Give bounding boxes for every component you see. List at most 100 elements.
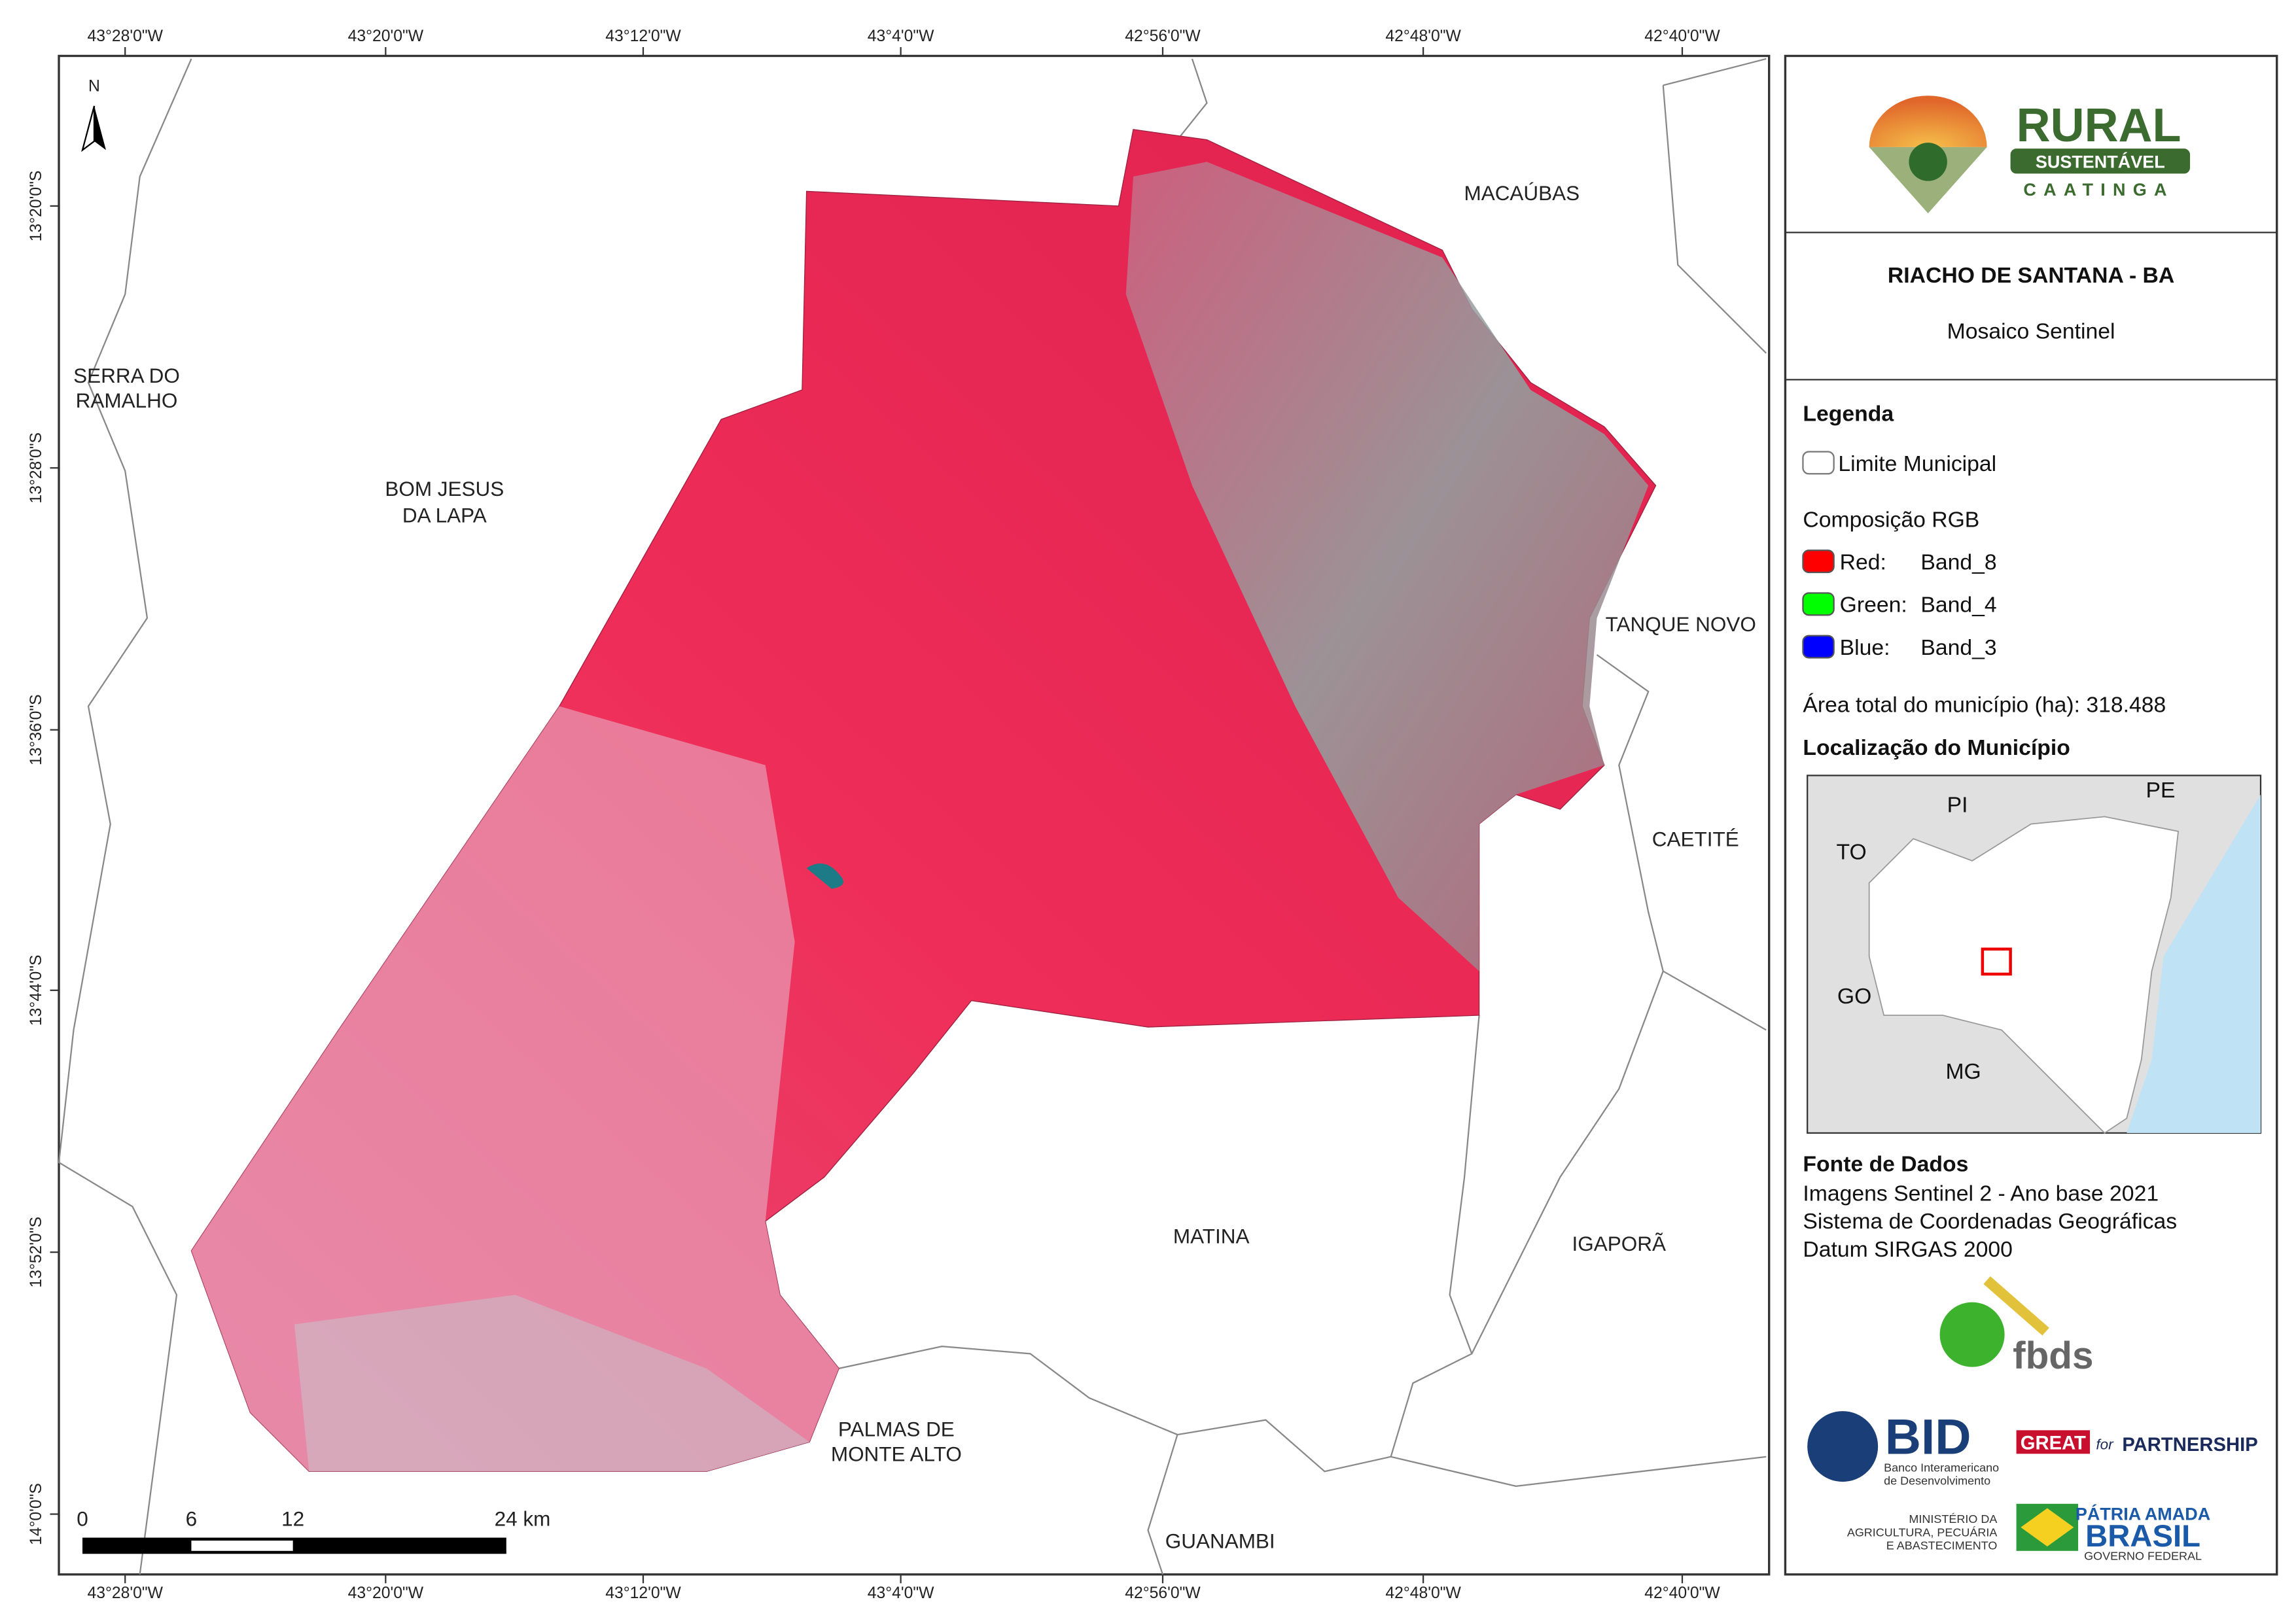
place-label: MATINA: [1173, 1225, 1250, 1248]
place-label: DA LAPA: [402, 504, 487, 527]
graticule-label: 43°12'0"W: [605, 1584, 681, 1602]
place-labels: MACAÚBAS SERRA DO RAMALHO BOM JESUS DA L…: [73, 181, 1756, 1552]
scale-segment: [82, 1537, 506, 1554]
graticule-label: 43°20'0"W: [348, 1584, 424, 1602]
graticule-label: 43°12'0"W: [605, 27, 681, 45]
graticule-label: 13°44'0"S: [27, 954, 45, 1026]
logo-text: for: [2096, 1437, 2114, 1453]
place-label: TANQUE NOVO: [1606, 612, 1756, 636]
side-panel: RURAL SUSTENTÁVEL CAATINGA RIACHO DE SAN…: [1784, 54, 2278, 1576]
hills-texture: [1125, 162, 1649, 971]
place-label: MACAÚBAS: [1464, 181, 1580, 205]
place-label: GUANAMBI: [1165, 1529, 1275, 1552]
graticule-labels: 43°28'0"W 43°20'0"W 43°12'0"W 43°4'0"W 42°56…: [27, 27, 1720, 1602]
legend-swatch: [1802, 550, 1835, 574]
graticule-label: 43°4'0"W: [868, 27, 934, 45]
north-arrow-left: [81, 105, 96, 152]
location-title: Localização do Município: [1803, 735, 2070, 760]
logo-text: CAATINGA: [2023, 180, 2174, 200]
fbds-logo: fbds: [1939, 1276, 2094, 1377]
place-label: RAMALHO: [76, 389, 178, 412]
source-line: Sistema de Coordenadas Geográficas: [1803, 1209, 2177, 1234]
scale-label: 0: [77, 1507, 88, 1531]
place-label: MONTE ALTO: [831, 1442, 962, 1466]
legend-swatch: [1802, 451, 1835, 475]
boundary: [58, 58, 192, 1575]
graticule-label: 42°48'0"W: [1385, 27, 1461, 45]
inset-label: PI: [1947, 793, 1968, 818]
logo-text: MINISTÉRIO DA: [1909, 1512, 1997, 1526]
legend-label: Band_4: [1920, 593, 1996, 618]
partner-logos: BID Banco Interamericano de Desenvolvime…: [1807, 1409, 2258, 1562]
inset-label: MG: [1945, 1059, 1981, 1084]
graticule-label: 14°0'0"S: [27, 1483, 45, 1545]
logo-tree: [1909, 143, 1947, 181]
logo-text: BID: [1885, 1409, 1971, 1465]
inset-map: PI PE TO GO MG: [1807, 775, 2262, 1134]
logo-text: BRASIL: [2085, 1519, 2200, 1554]
scale-segment: [191, 1541, 293, 1551]
boundary: [1176, 58, 1208, 141]
rural-logo: RURAL SUSTENTÁVEL CAATINGA: [1869, 96, 2191, 214]
place-label: BOM JESUS: [385, 477, 504, 500]
great-box: [2016, 1430, 2091, 1454]
legend-label: Blue:: [1840, 635, 1890, 660]
logo-sun: [1869, 96, 1987, 147]
place-label: CAETITÉ: [1652, 827, 1739, 850]
legend-label: Band_8: [1920, 550, 1996, 574]
graticule-label: 13°36'0"S: [27, 694, 45, 765]
logo-text: fbds: [2013, 1335, 2093, 1377]
boundary: [1596, 58, 1767, 1031]
scale-label: 24 km: [495, 1507, 551, 1531]
graticule-label: 13°20'0"S: [27, 171, 45, 242]
legend-swatch: [1802, 592, 1835, 616]
graticule-label: 42°40'0"W: [1644, 27, 1720, 45]
logo-text: RURAL: [2017, 99, 2181, 152]
legend-title: Legenda: [1803, 401, 1894, 426]
map-subtitle: Mosaico Sentinel: [1947, 319, 2115, 343]
legend-subtitle: Composição RGB: [1803, 507, 1979, 532]
north-arrow-right: [94, 105, 106, 150]
place-label: SERRA DO: [73, 364, 180, 387]
municipal-boundaries: [58, 58, 1767, 1575]
legend-label: Band_3: [1920, 635, 1996, 660]
agriculture-texture: [191, 706, 839, 1472]
sources-title: Fonte de Dados: [1803, 1151, 1968, 1176]
place-label: PALMAS DE: [838, 1417, 955, 1440]
bid-mark: [1807, 1411, 1879, 1482]
brasil-flag: [2021, 1508, 2074, 1547]
north-label: N: [88, 77, 100, 95]
map-frame: N MACAÚBAS SERRA DO RAMALHO BOM JESUS DA…: [27, 27, 1771, 1602]
graticule-label: 42°48'0"W: [1385, 1584, 1461, 1602]
logo-text: GOVERNO FEDERAL: [2084, 1549, 2202, 1562]
legend-bands: Red: Band_8 Green: Band_4 Blue: Band_3: [1802, 550, 1997, 660]
graticule-label: 43°20'0"W: [348, 27, 424, 45]
graticule-label: 42°56'0"W: [1125, 27, 1201, 45]
logo-text: AGRICULTURA, PECUÁRIA: [1847, 1526, 1998, 1539]
legend-label: Red:: [1840, 550, 1886, 574]
legend-label: Green:: [1840, 593, 1907, 618]
logo-text: Banco Interamericano: [1884, 1461, 1999, 1474]
north-arrow: N: [81, 77, 106, 152]
logo-text: GREAT: [2021, 1433, 2086, 1454]
graticule-label: 43°4'0"W: [868, 1584, 934, 1602]
inset-label: TO: [1837, 840, 1867, 865]
scale-label: 6: [186, 1507, 198, 1531]
bahia: [1868, 816, 2180, 1134]
legend-label: Limite Municipal: [1838, 451, 1996, 476]
logo-text: de Desenvolvimento: [1884, 1475, 1990, 1488]
graticule-label: 43°28'0"W: [87, 1584, 163, 1602]
reservoir: [806, 863, 843, 889]
inset-label: GO: [1837, 984, 1871, 1009]
source-line: Datum SIRGAS 2000: [1803, 1237, 2012, 1262]
graticule-label: 13°52'0"S: [27, 1217, 45, 1288]
graticule-label: 13°28'0"S: [27, 432, 45, 504]
logo-text: SUSTENTÁVEL: [2036, 151, 2165, 171]
graticule-label: 42°56'0"W: [1125, 1584, 1201, 1602]
location-marker: [1981, 947, 2012, 976]
logo-band: [2010, 148, 2191, 174]
scale-label: 12: [281, 1507, 304, 1531]
map-title: RIACHO DE SANTANA - BA: [1888, 263, 2174, 288]
